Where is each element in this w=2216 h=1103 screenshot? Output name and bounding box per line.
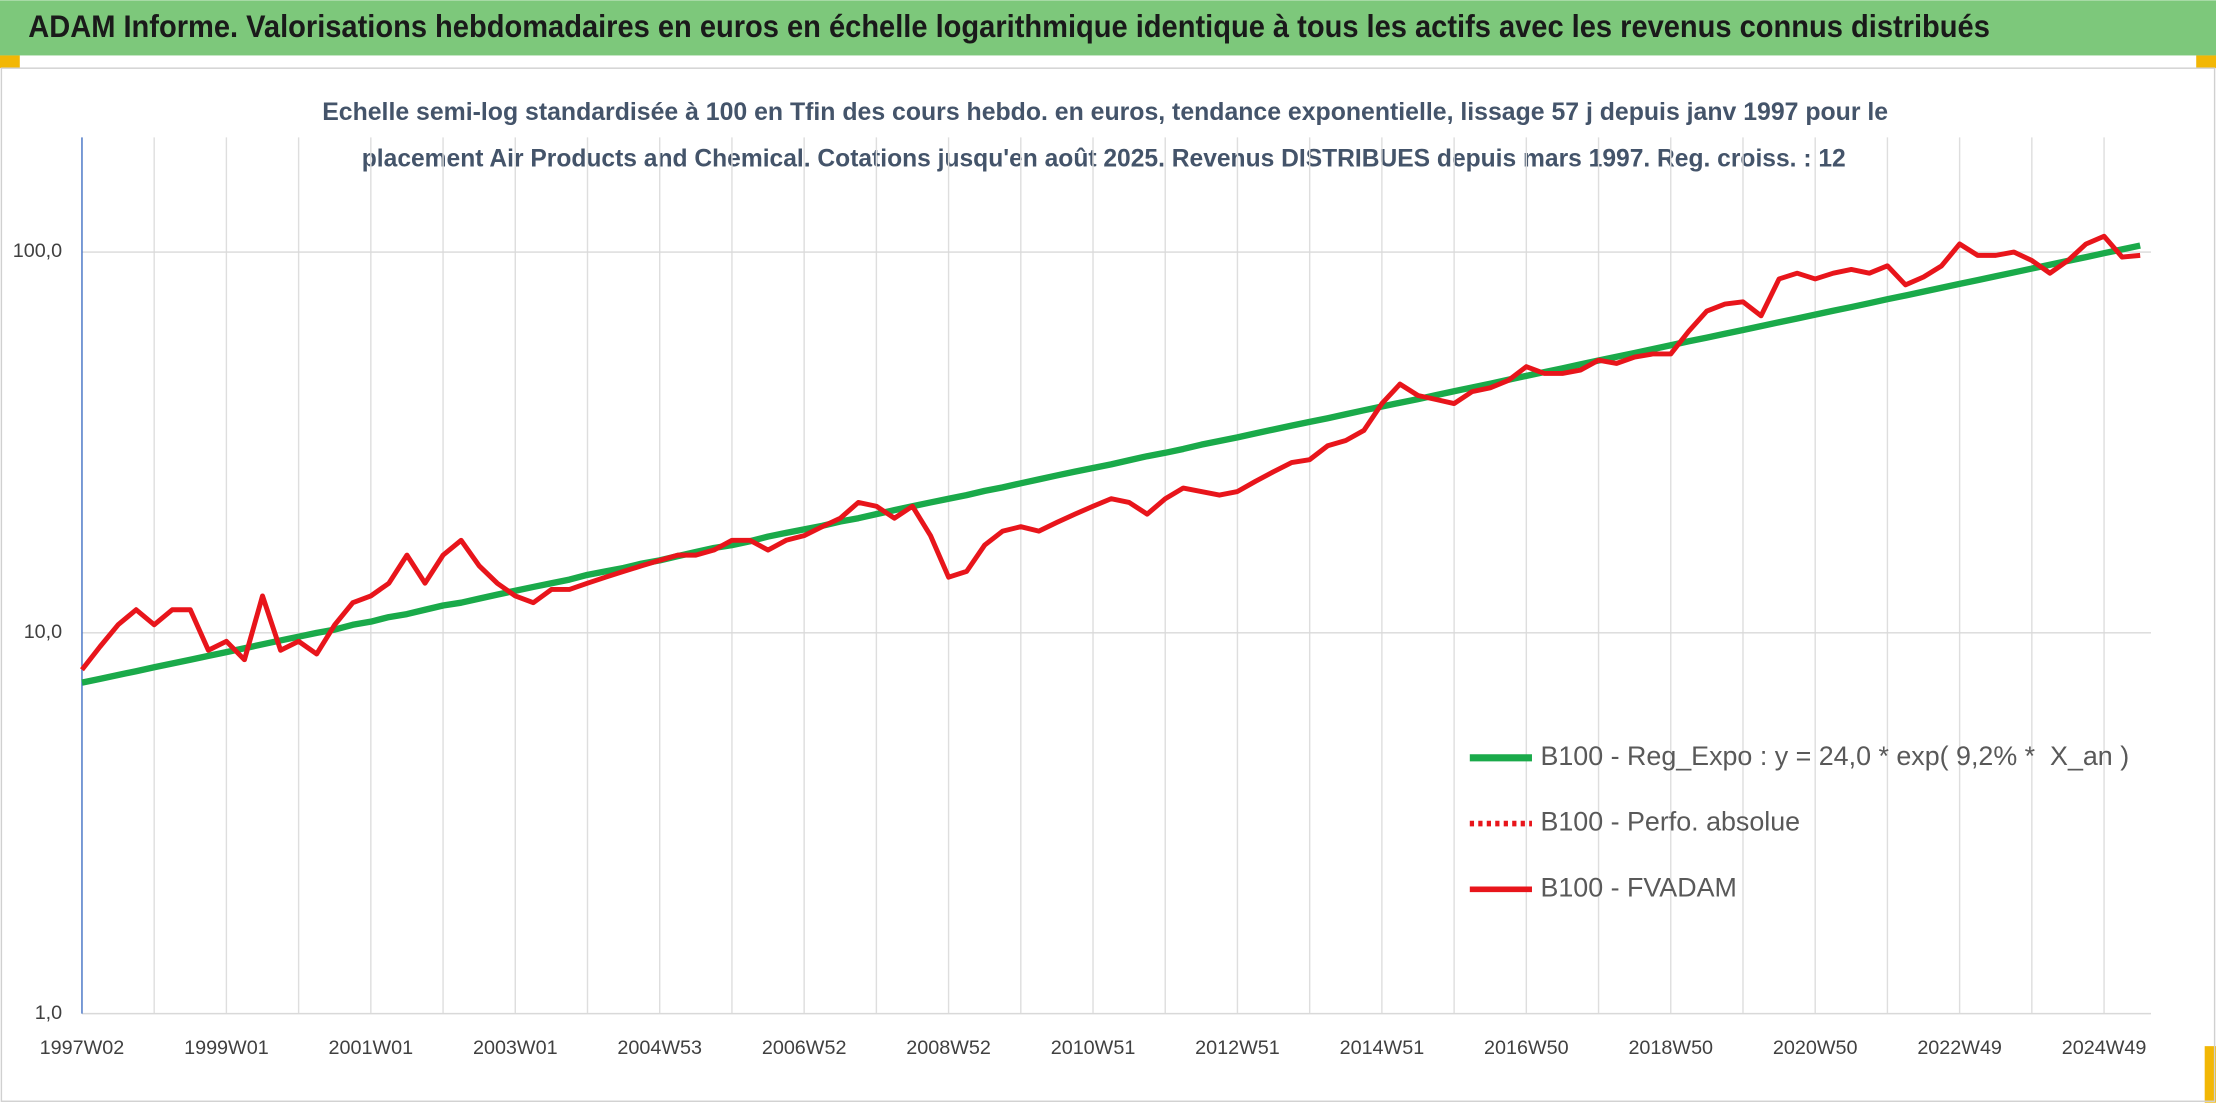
chart-title: ADAM Informe. Valorisations hebdomadaire…: [28, 9, 1990, 44]
x-tick-label: 2018W50: [1628, 1037, 1713, 1059]
series-line: [81, 242, 2141, 686]
corner-mark: [2196, 55, 2216, 69]
legend-label: B100 - Reg_Expo : y = 24,0 * exp( 9,2% *…: [1540, 741, 2129, 771]
legend-label: B100 - FVADAM: [1540, 872, 1736, 902]
x-tick-label: 2008W52: [906, 1037, 991, 1059]
panel-border: [0, 67, 2216, 1102]
x-tick-label: 2010W51: [1051, 1037, 1136, 1059]
plot-area: [80, 233, 2141, 686]
x-tick-label: 2003W01: [473, 1037, 558, 1059]
y-tick-label: 10,0: [24, 621, 62, 643]
x-tick-label: 1997W02: [40, 1037, 125, 1059]
x-tick-label: 2001W01: [329, 1037, 414, 1059]
header-bar: [0, 0, 2216, 56]
x-tick-label: 2012W51: [1195, 1037, 1280, 1059]
x-tick-label: 2016W50: [1484, 1037, 1569, 1059]
x-tick-label: 2022W49: [1917, 1037, 2002, 1059]
x-tick-label: 2006W52: [762, 1037, 847, 1059]
grid: 1,0 10,0 100,0 1997W02 1999W01 2001W01 2003W01…: [13, 137, 2151, 1059]
corner-mark: [2204, 1046, 2216, 1103]
y-tick-label: 100,0: [13, 240, 62, 262]
chart-subtitle: Echelle semi-log standardisée à 100 en T…: [322, 98, 1888, 126]
series-line: [80, 233, 2141, 672]
legend: B100 - Reg_Expo : y = 24,0 * exp( 9,2% *…: [1469, 741, 2129, 902]
corner-mark: [0, 55, 20, 69]
x-tick-label: 2014W51: [1340, 1037, 1425, 1059]
x-tick-label: 2020W50: [1773, 1037, 1858, 1059]
x-tick-label: 2004W53: [617, 1037, 702, 1059]
x-tick-label: 2024W49: [2062, 1037, 2147, 1059]
y-tick-label: 1,0: [35, 1002, 62, 1024]
x-tick-label: 1999W01: [184, 1037, 269, 1059]
chart-subtitle: placement Air Products and Chemical. Cot…: [362, 145, 1846, 173]
legend-label: B100 - Perfo. absolue: [1540, 807, 1800, 837]
